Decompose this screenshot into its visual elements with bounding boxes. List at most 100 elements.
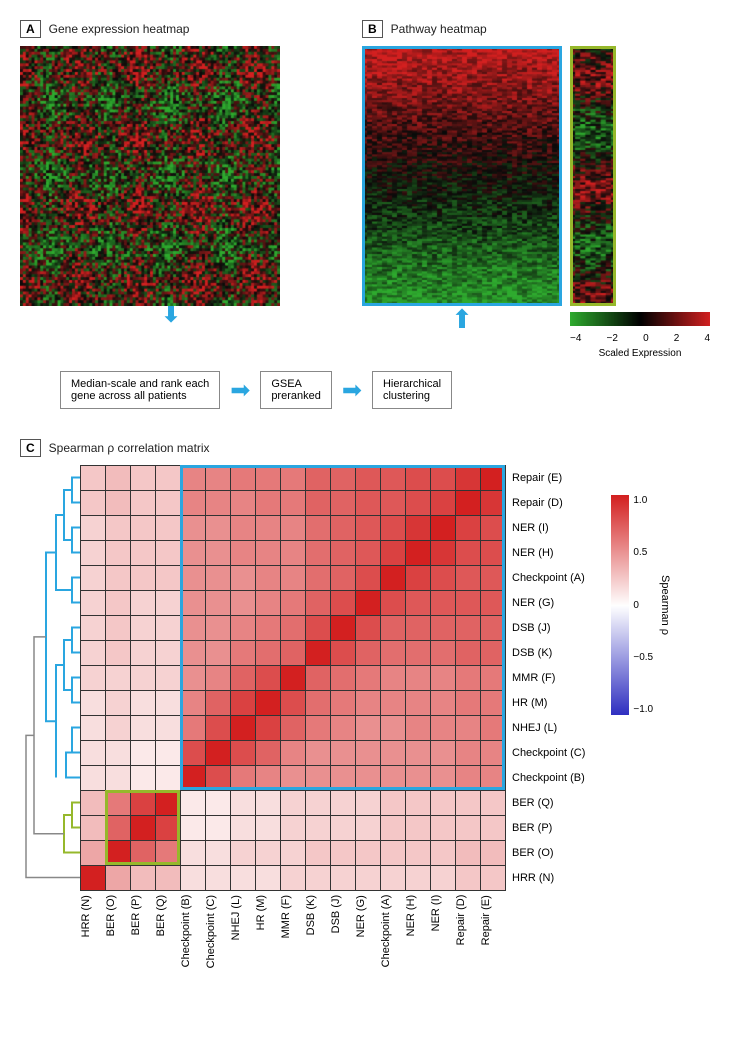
matrix-cell [356,541,381,566]
matrix-cell [206,591,231,616]
matrix-cell [306,841,331,866]
matrix-cell [256,616,281,641]
matrix-cell [81,591,106,616]
matrix-cell [431,841,456,866]
col-label: BER (P) [130,895,155,968]
matrix-cell [431,566,456,591]
matrix-cell [81,816,106,841]
matrix-cell [356,491,381,516]
matrix-cell [156,491,181,516]
matrix-cell [81,641,106,666]
matrix-cell [131,666,156,691]
corr-tick: 0.5 [633,547,653,558]
matrix-cell [456,866,481,891]
corr-tick: 0 [633,600,653,611]
matrix-cell [431,491,456,516]
matrix-cell [81,741,106,766]
matrix-cell [406,741,431,766]
matrix-cell [456,791,481,816]
matrix-cell [281,841,306,866]
matrix-cell [306,541,331,566]
matrix-cell [231,716,256,741]
matrix-cell [481,716,506,741]
matrix-cell [256,541,281,566]
matrix-cell [181,716,206,741]
panel-b-title: Pathway heatmap [391,22,487,36]
flow-box-3: Hierarchical clustering [372,371,452,409]
col-label: Checkpoint (C) [205,895,230,968]
matrix-cell [481,841,506,866]
matrix-cell [131,766,156,791]
matrix-cell [131,466,156,491]
matrix-cell [81,716,106,741]
matrix-cell [131,516,156,541]
matrix-cell [206,566,231,591]
col-label: HR (M) [255,895,280,968]
row-label: MMR (F) [512,665,585,690]
col-label: HRR (N) [80,895,105,968]
corr-tick: −0.5 [633,652,653,663]
matrix-cell [131,866,156,891]
matrix-cell [406,541,431,566]
matrix-cell [481,516,506,541]
matrix-cell [481,791,506,816]
matrix-cell [306,716,331,741]
panel-c-label: C Spearman ρ correlation matrix [20,439,210,457]
matrix-cell [131,841,156,866]
heatmap-b-main-wrap [362,46,562,306]
matrix-cell [81,841,106,866]
matrix-cell [106,766,131,791]
matrix-cell [406,641,431,666]
matrix-cell [306,666,331,691]
matrix-cell [106,566,131,591]
panel-a-title: Gene expression heatmap [49,22,190,36]
matrix-cell [306,591,331,616]
matrix-cell [256,641,281,666]
matrix-cell [331,841,356,866]
matrix-cell [156,791,181,816]
matrix-cell [206,866,231,891]
matrix-cell [231,541,256,566]
matrix-cell [481,466,506,491]
matrix-cell [456,816,481,841]
matrix-cell [431,641,456,666]
column-labels: HRR (N)BER (O)BER (P)BER (Q)Checkpoint (… [80,895,506,968]
col-label: Checkpoint (B) [180,895,205,968]
expr-tick: −4 [570,333,581,344]
matrix-cell [381,691,406,716]
panel-a-letter: A [20,20,41,38]
matrix-cell [156,666,181,691]
matrix-cell [406,691,431,716]
matrix-cell [106,791,131,816]
matrix-cell [281,766,306,791]
matrix-cell [356,516,381,541]
matrix-cell [231,591,256,616]
matrix-cell [81,541,106,566]
matrix-cell [456,491,481,516]
col-label: NER (G) [355,895,380,968]
matrix-cell [356,741,381,766]
matrix-cell [381,641,406,666]
row-labels: Repair (E)Repair (D)NER (I)NER (H)Checkp… [512,465,585,890]
matrix-cell [431,516,456,541]
matrix-cell [406,566,431,591]
flow-box-2: GSEA preranked [260,371,332,409]
matrix-cell [306,766,331,791]
matrix-cell [156,741,181,766]
matrix-cell [381,716,406,741]
matrix-cell [431,616,456,641]
row-label: DSB (J) [512,615,585,640]
corr-legend-ticks: 1.00.50−0.5−1.0 [633,495,653,715]
matrix-cell [381,466,406,491]
matrix-cell [406,766,431,791]
matrix-cell [206,491,231,516]
matrix-cell [256,466,281,491]
expr-tick: −2 [607,333,618,344]
matrix-cell [256,691,281,716]
row-label: NER (G) [512,590,585,615]
matrix-cell [356,766,381,791]
expr-legend-gradient [570,312,710,326]
matrix-cell [181,616,206,641]
matrix-cell [231,516,256,541]
col-label: BER (Q) [155,895,180,968]
